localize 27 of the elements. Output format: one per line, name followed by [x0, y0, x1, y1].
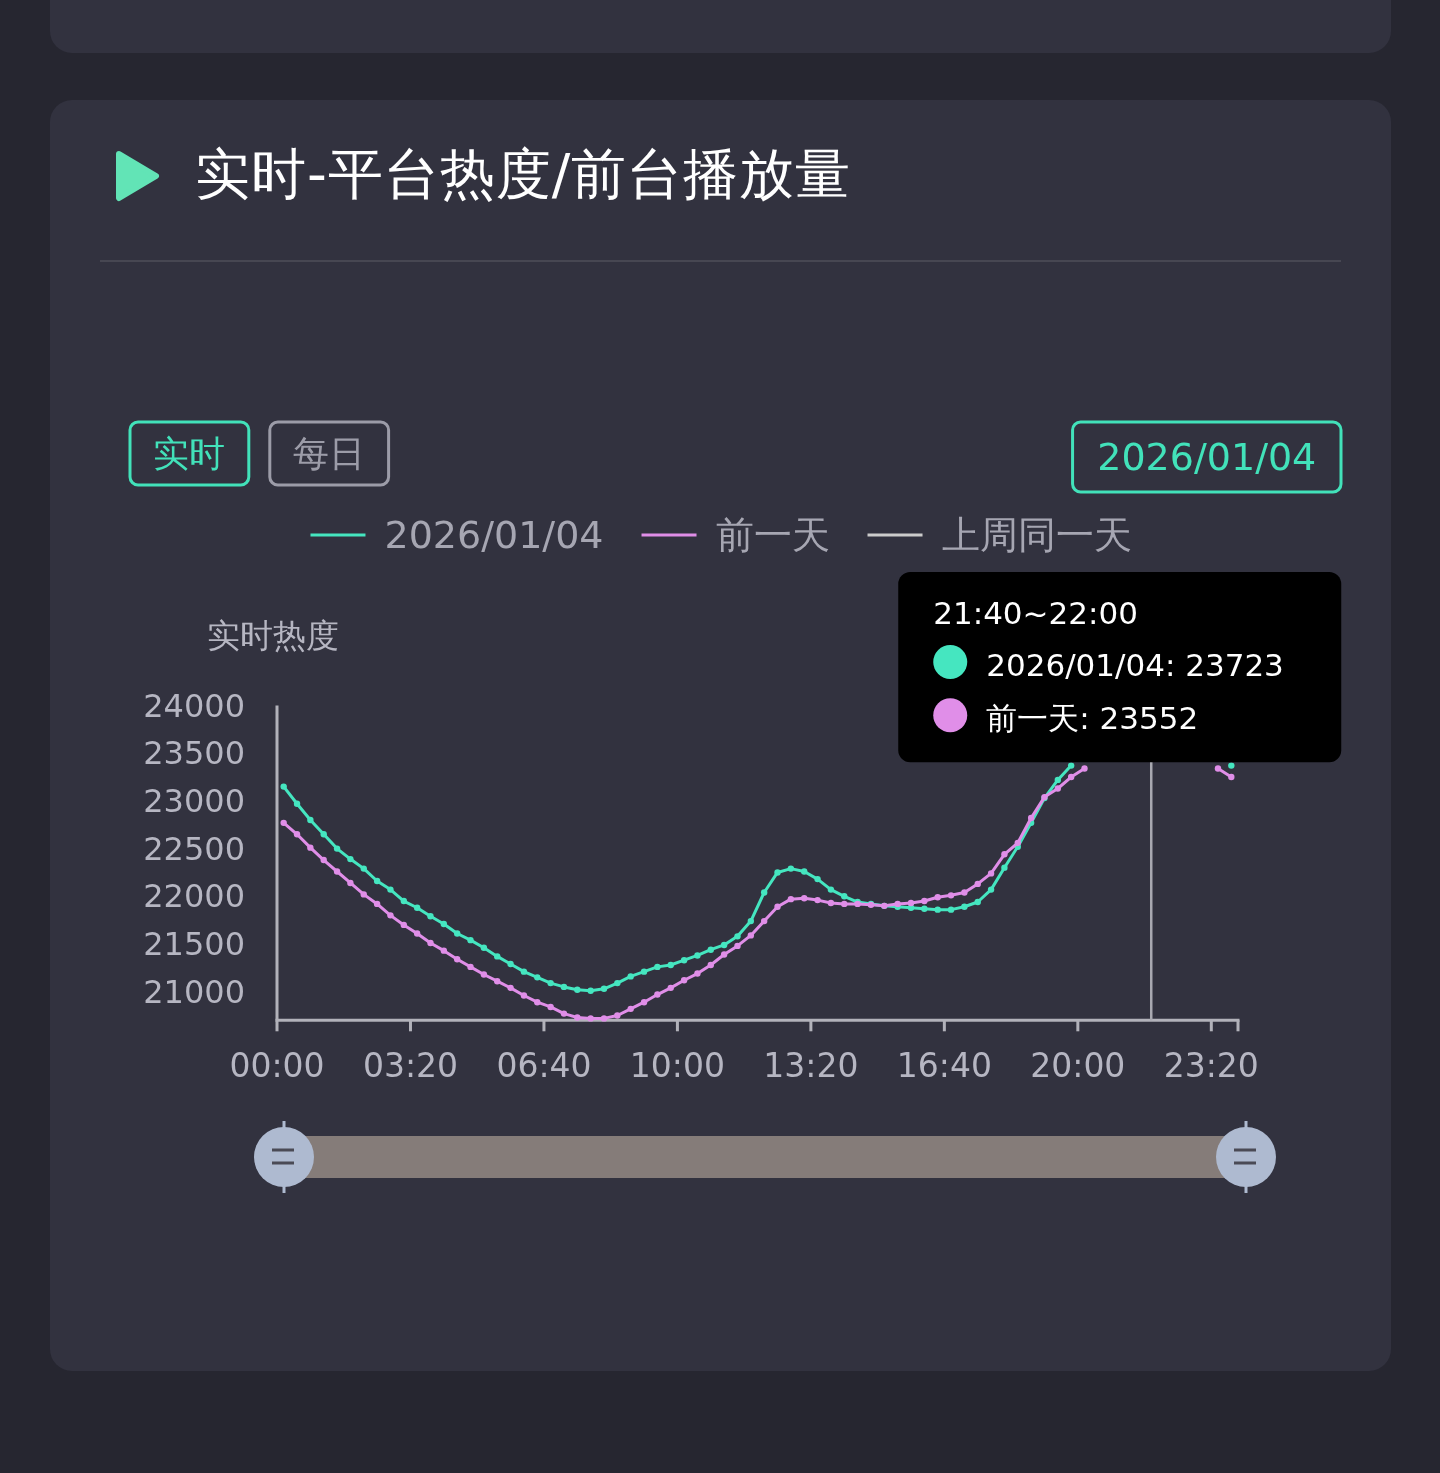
y-tick-label: 21500 — [143, 924, 245, 963]
legend-label: 前一天 — [715, 513, 830, 557]
legend-label: 2026/01/04 — [384, 513, 604, 557]
legend-label: 上周同一天 — [941, 513, 1132, 557]
tooltip: 21:40~22:00 2026/01/04: 23723 前一天: 23552 — [898, 571, 1342, 763]
x-tick-label: 23:20 — [1163, 1045, 1259, 1085]
y-tick-label: 22500 — [143, 829, 245, 868]
x-tick-label: 13:20 — [763, 1045, 859, 1085]
y-tick-label: 21000 — [143, 972, 245, 1011]
x-tick-label: 03:20 — [362, 1045, 459, 1085]
x-tick-label: 20:00 — [1030, 1045, 1126, 1085]
annotation: 2026/01/04: 23723 — [986, 646, 1284, 683]
y-tick-label: 23000 — [143, 781, 245, 820]
button: 2026/01/04 — [1071, 420, 1343, 494]
x-tick-label: 00:00 — [229, 1045, 325, 1085]
button: 实时 — [128, 420, 251, 487]
y-tick-label: 22000 — [143, 877, 245, 916]
annotation: 前一天: 23552 — [986, 700, 1199, 737]
ref-line-label: 21:40~22:00 — [933, 594, 1138, 631]
button: 每日 — [268, 420, 391, 487]
y-tick-label: 23500 — [143, 734, 245, 773]
y-axis-title: 实时热度 — [207, 615, 339, 655]
x-tick-label: 10:00 — [629, 1045, 725, 1085]
x-tick-label: 16:40 — [896, 1045, 992, 1085]
x-tick-label: 06:40 — [496, 1045, 592, 1085]
chart-title: 实时-平台热度/前台播放量 — [195, 142, 852, 206]
y-tick-label: 24000 — [143, 686, 245, 725]
